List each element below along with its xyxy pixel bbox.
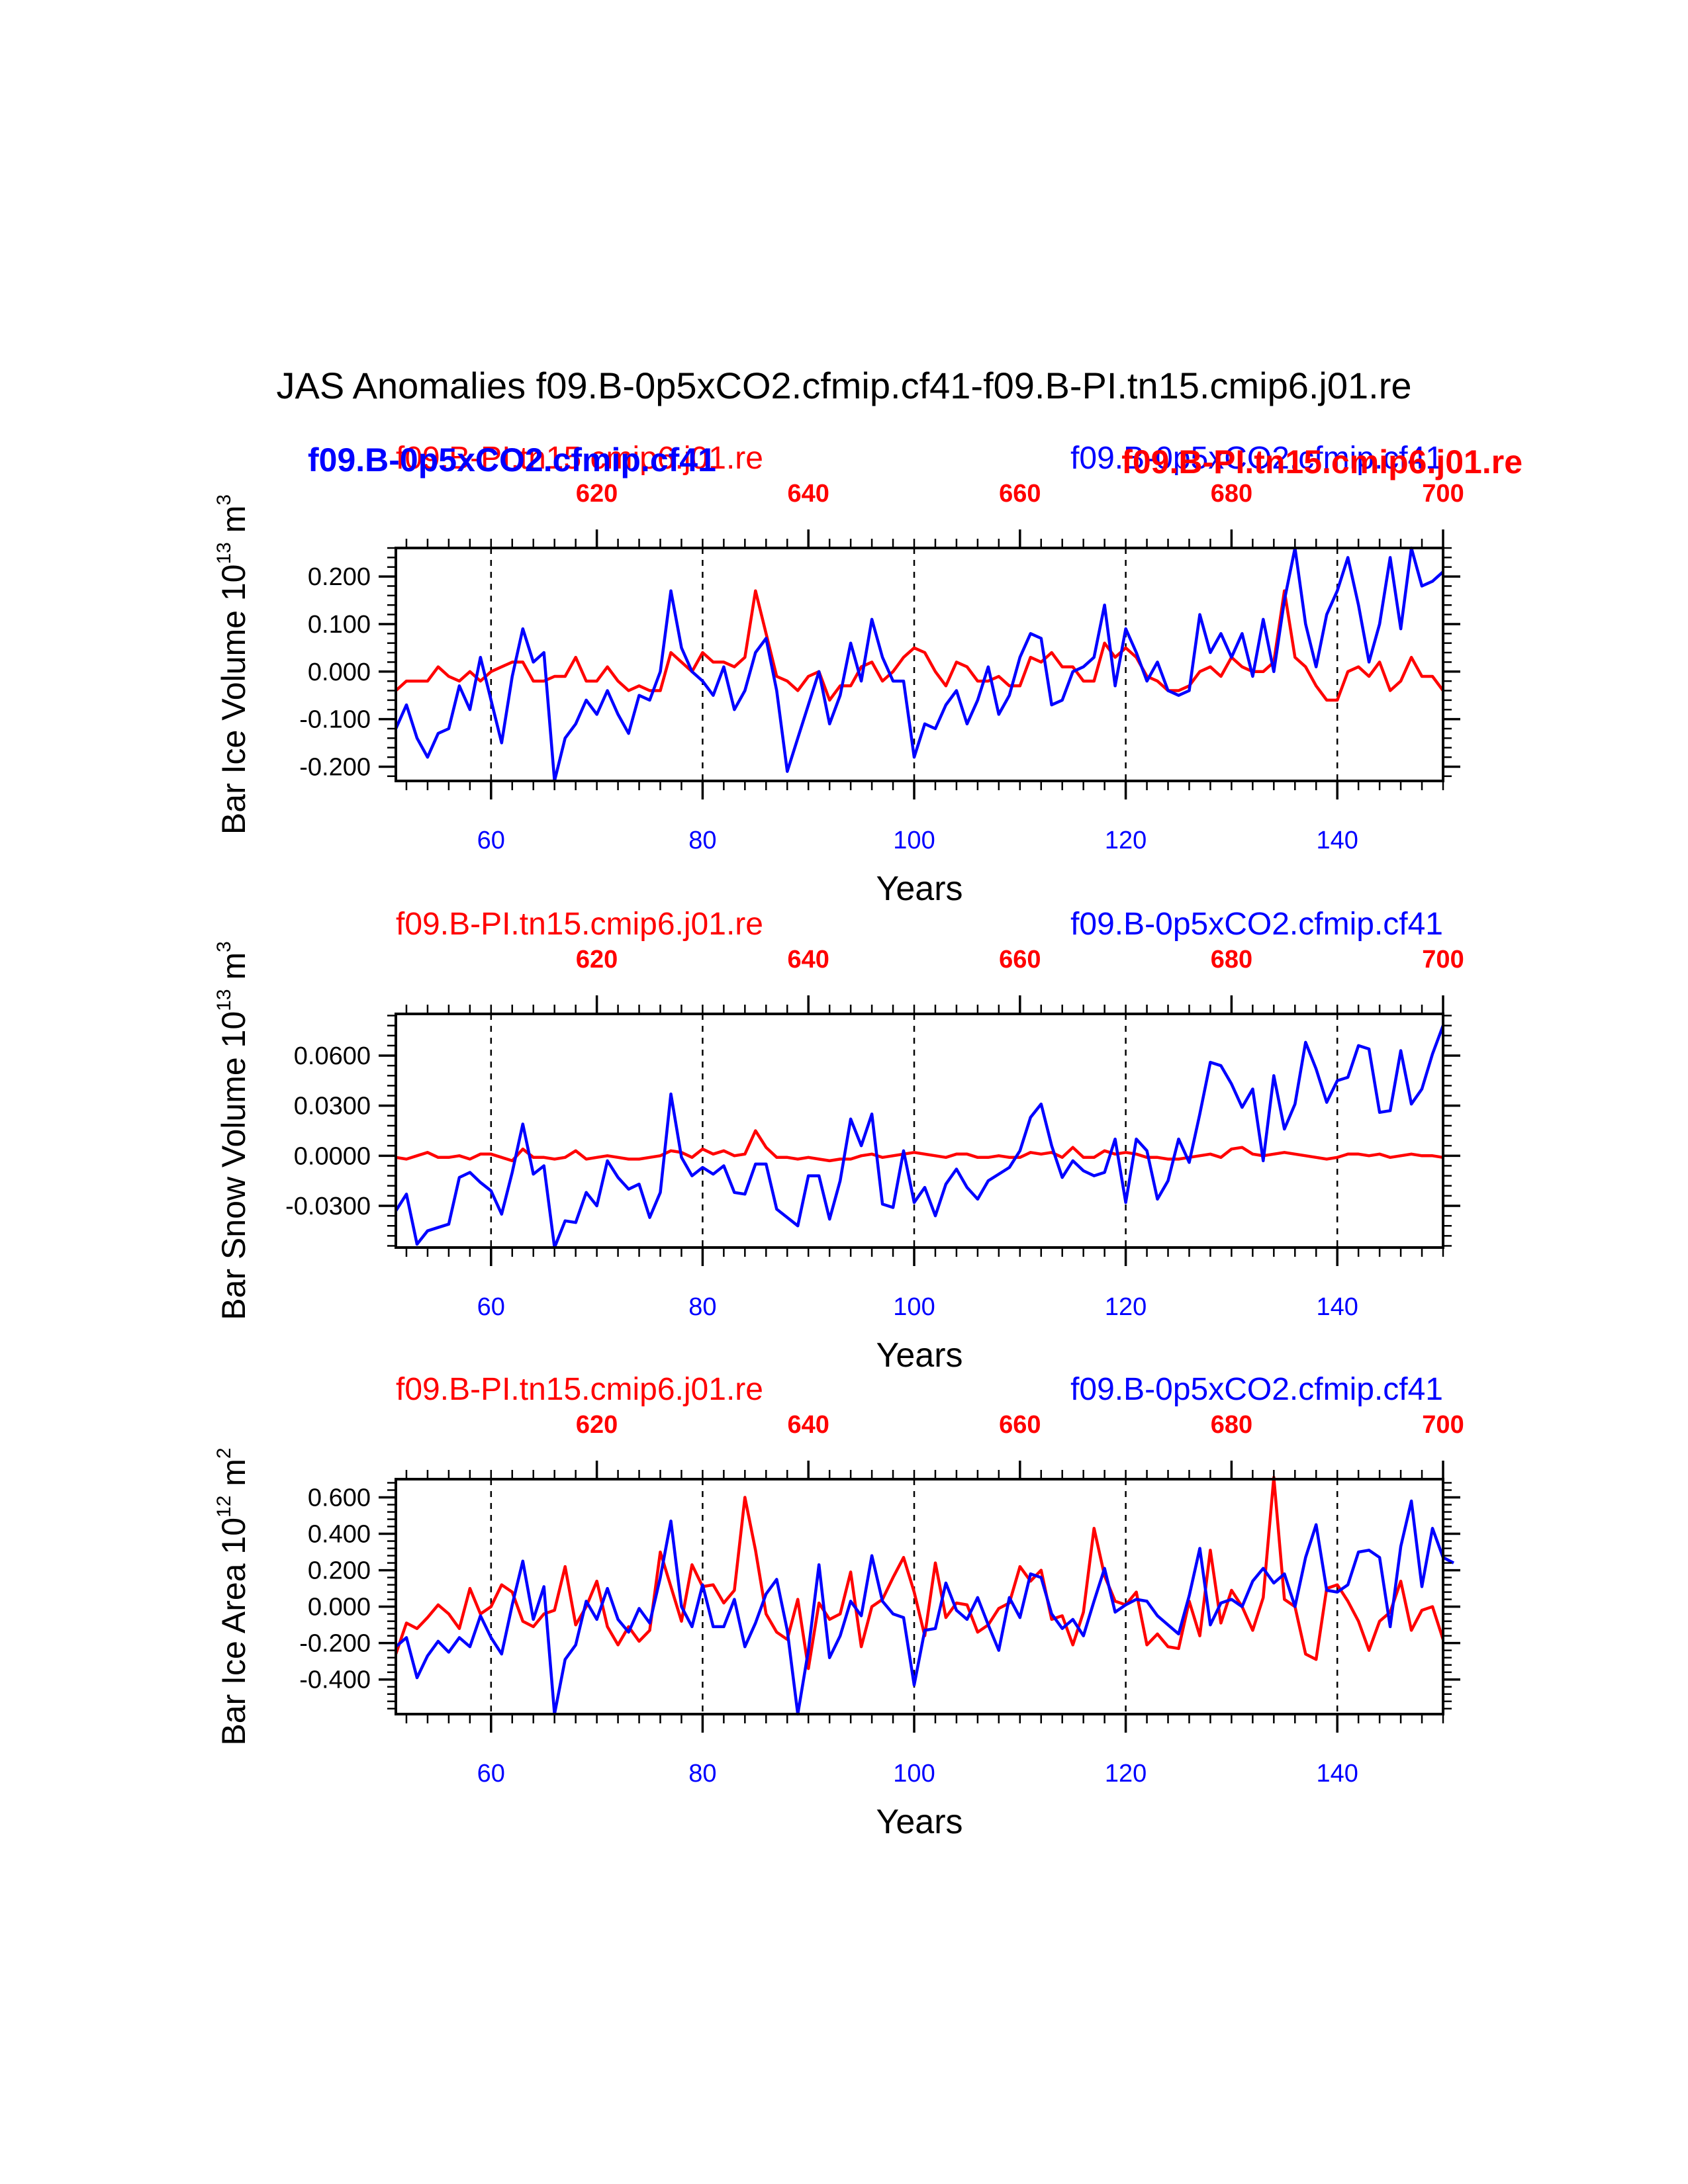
panel-left-title: f09.B-PI.tn15.cmip6.j01.re	[396, 441, 763, 476]
top-x-tick-label: 660	[999, 480, 1041, 508]
top-x-tick-label: 700	[1422, 480, 1464, 508]
x-tick-label: 140	[1316, 1293, 1358, 1321]
y-tick-label: -0.0300	[285, 1193, 371, 1220]
x-tick-label: 60	[477, 1293, 505, 1321]
panel-snow-volume: f09.B-PI.tn15.cmip6.j01.re f09.B-0p5xCO2.…	[213, 907, 1464, 1375]
x-axis-label: Years	[876, 1336, 962, 1375]
plot-frame	[395, 1013, 1444, 1249]
panel-right-title: f09.B-0p5xCO2.cfmip.cf41	[1070, 907, 1443, 942]
panel-left-title: f09.B-PI.tn15.cmip6.j01.re	[396, 1372, 763, 1407]
y-axis-label: Bar Snow Volume 1013 m3	[213, 941, 252, 1320]
series-line	[394, 1475, 1445, 1670]
panel-left-title: f09.B-PI.tn15.cmip6.j01.re	[396, 907, 763, 942]
top-x-tick-label: 620	[576, 1411, 618, 1439]
x-tick-label: 140	[1316, 1760, 1358, 1788]
y-tick-label: 0.200	[308, 563, 371, 591]
x-tick-label: 120	[1105, 1293, 1147, 1321]
y-tick-label: 0.000	[308, 1594, 371, 1621]
series-line	[395, 589, 1444, 702]
panel-ice-area: f09.B-PI.tn15.cmip6.j01.re f09.B-0p5xCO2.…	[213, 1372, 1464, 1841]
top-x-tick-label: 620	[576, 946, 618, 974]
top-x-tick-label: 700	[1422, 1411, 1464, 1439]
x-tick-label: 120	[1105, 827, 1147, 854]
x-tick-label: 100	[893, 827, 935, 854]
x-tick-label: 100	[893, 1293, 935, 1321]
x-tick-label: 60	[477, 827, 505, 854]
y-tick-label: 0.200	[308, 1557, 371, 1585]
overlay-label-blue: f09.B-0p5xCO2.cfmip.cf41	[308, 441, 716, 478]
y-axis-label: Bar Ice Volume 1013 m3	[213, 494, 252, 835]
y-tick-label: 0.400	[308, 1521, 371, 1549]
top-x-tick-label: 660	[999, 946, 1041, 974]
x-tick-label: 80	[688, 827, 716, 854]
x-tick-label: 60	[477, 1760, 505, 1788]
top-x-tick-label: 660	[999, 1411, 1041, 1439]
y-tick-label: 0.600	[308, 1484, 371, 1512]
x-axis-label: Years	[876, 870, 962, 908]
x-axis-label: Years	[876, 1803, 962, 1841]
x-tick-label: 100	[893, 1760, 935, 1788]
y-tick-label: -0.100	[299, 706, 371, 734]
top-x-tick-label: 700	[1422, 946, 1464, 974]
top-x-tick-label: 620	[576, 480, 618, 508]
x-tick-label: 140	[1316, 827, 1358, 854]
top-x-tick-label: 640	[788, 1411, 829, 1439]
x-tick-label: 80	[688, 1760, 716, 1788]
plot-frame	[395, 547, 1444, 782]
top-x-tick-label: 640	[788, 480, 829, 508]
x-tick-label: 120	[1105, 1760, 1147, 1788]
y-tick-label: -0.200	[299, 753, 371, 781]
y-tick-label: -0.400	[299, 1666, 371, 1694]
series-line	[395, 1499, 1455, 1716]
y-tick-label: 0.000	[308, 659, 371, 686]
y-tick-label: 0.100	[308, 611, 371, 639]
top-x-tick-label: 680	[1211, 1411, 1252, 1439]
top-x-tick-label: 680	[1211, 946, 1252, 974]
panels: f09.B-PI.tn15.cmip6.j01.re f09.B-0p5xCO2.…	[213, 441, 1464, 1841]
panel-ice-volume: f09.B-PI.tn15.cmip6.j01.re f09.B-0p5xCO2.…	[213, 441, 1464, 908]
top-x-tick-label: 680	[1211, 480, 1252, 508]
figure-title: JAS Anomalies f09.B-0p5xCO2.cfmip.cf41-f…	[276, 365, 1411, 406]
y-tick-label: 0.0300	[294, 1093, 371, 1120]
plot-frame	[395, 1478, 1444, 1715]
series-line	[395, 1129, 1444, 1163]
series-line	[395, 1024, 1445, 1250]
overlay-label-red: f09.B-PI.tn15.cmip6.j01.re	[1121, 443, 1523, 480]
y-tick-label: -0.200	[299, 1630, 371, 1658]
y-tick-label: 0.0000	[294, 1142, 371, 1170]
y-tick-label: 0.0600	[294, 1042, 371, 1070]
x-tick-label: 80	[688, 1293, 716, 1321]
top-x-tick-label: 640	[788, 946, 829, 974]
series-line	[394, 546, 1444, 783]
panel-right-title: f09.B-0p5xCO2.cfmip.cf41	[1070, 1372, 1443, 1407]
y-axis-label: Bar Ice Area 1012 m2	[213, 1447, 252, 1745]
panel-right-title: f09.B-0p5xCO2.cfmip.cf41	[1070, 441, 1443, 476]
